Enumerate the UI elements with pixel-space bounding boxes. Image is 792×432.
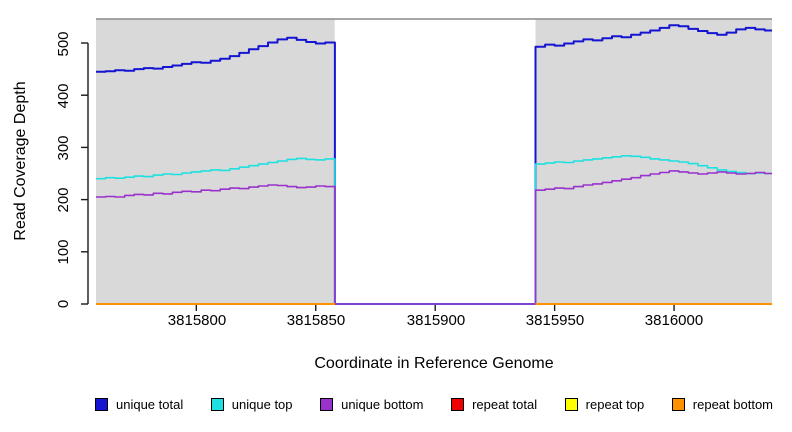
y-tick-label: 100 (55, 239, 72, 265)
repeat-total-swatch-icon (451, 398, 465, 411)
legend-item-unique-total: unique total (95, 397, 183, 412)
y-tick-label: 300 (55, 135, 72, 161)
legend-item-repeat-top: repeat top (564, 397, 645, 412)
unique-total-swatch-icon (95, 398, 108, 411)
repeat-bottom-swatch-icon (671, 398, 685, 411)
x-tick-label: 3815950 (525, 312, 585, 329)
repeat-top-swatch-icon (564, 398, 578, 411)
unique-top-swatch-icon (210, 398, 224, 411)
legend-label: unique total (116, 397, 184, 412)
y-tick-label: 200 (55, 187, 72, 213)
y-tick-label: 500 (55, 31, 72, 57)
legend-label: repeat bottom (692, 397, 773, 412)
legend-label: repeat top (585, 397, 645, 412)
x-axis-title: Coordinate in Reference Genome (314, 355, 554, 372)
x-tick-label: 3815850 (286, 312, 346, 329)
legend-item-repeat-bottom: repeat bottom (671, 397, 773, 412)
legend-item-repeat-total: repeat total (451, 397, 537, 412)
legend: unique total unique top unique bottom re… (95, 397, 773, 412)
x-tick-label: 3815900 (406, 312, 466, 329)
y-axis-title: Read Coverage Depth (12, 81, 29, 241)
legend-label: repeat total (472, 397, 538, 412)
unique-bottom-swatch-icon (320, 398, 334, 411)
x-tick-label: 3815800 (167, 312, 227, 329)
legend-label: unique top (231, 397, 293, 412)
x-tick-label: 3816000 (644, 312, 704, 329)
y-tick-label: 0 (55, 299, 72, 309)
legend-item-unique-bottom: unique bottom (320, 397, 424, 412)
legend-label: unique bottom (341, 397, 424, 412)
y-tick-label: 400 (55, 83, 72, 109)
legend-item-unique-top: unique top (210, 397, 293, 412)
